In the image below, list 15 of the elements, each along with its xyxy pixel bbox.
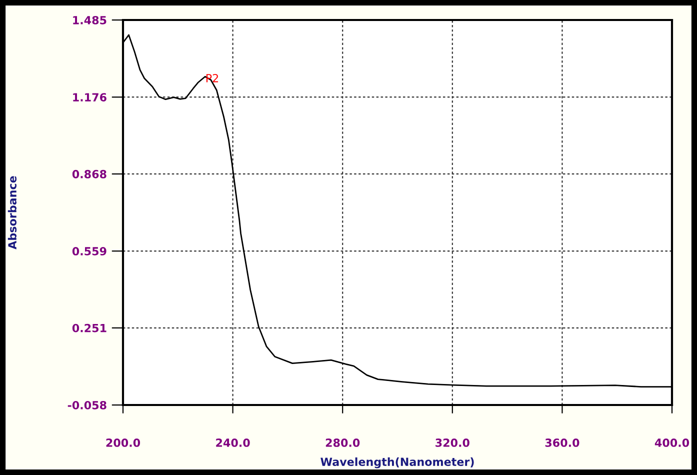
y-tick-label: 0.251 <box>72 324 106 332</box>
y-tick-label: 0.868 <box>72 170 106 178</box>
x-tick-label: 280.0 <box>326 438 360 447</box>
annotation: P2 <box>206 74 218 82</box>
y-tick-label: 1.485 <box>73 16 106 24</box>
y-axis-title: Absorbance <box>8 176 17 250</box>
x-axis-title: Wavelength(Nanometer) <box>320 457 474 468</box>
x-tick-label: 320.0 <box>436 438 470 447</box>
y-tick-label: -0.058 <box>68 400 106 410</box>
y-tick-label: 1.176 <box>73 93 106 102</box>
y-tick-label: 0.559 <box>72 247 106 256</box>
x-tick-label: 400.0 <box>654 438 690 447</box>
x-tick-label: 360.0 <box>545 438 580 447</box>
x-tick-label: 240.0 <box>216 438 250 447</box>
x-tick-label: 200.0 <box>106 438 140 447</box>
